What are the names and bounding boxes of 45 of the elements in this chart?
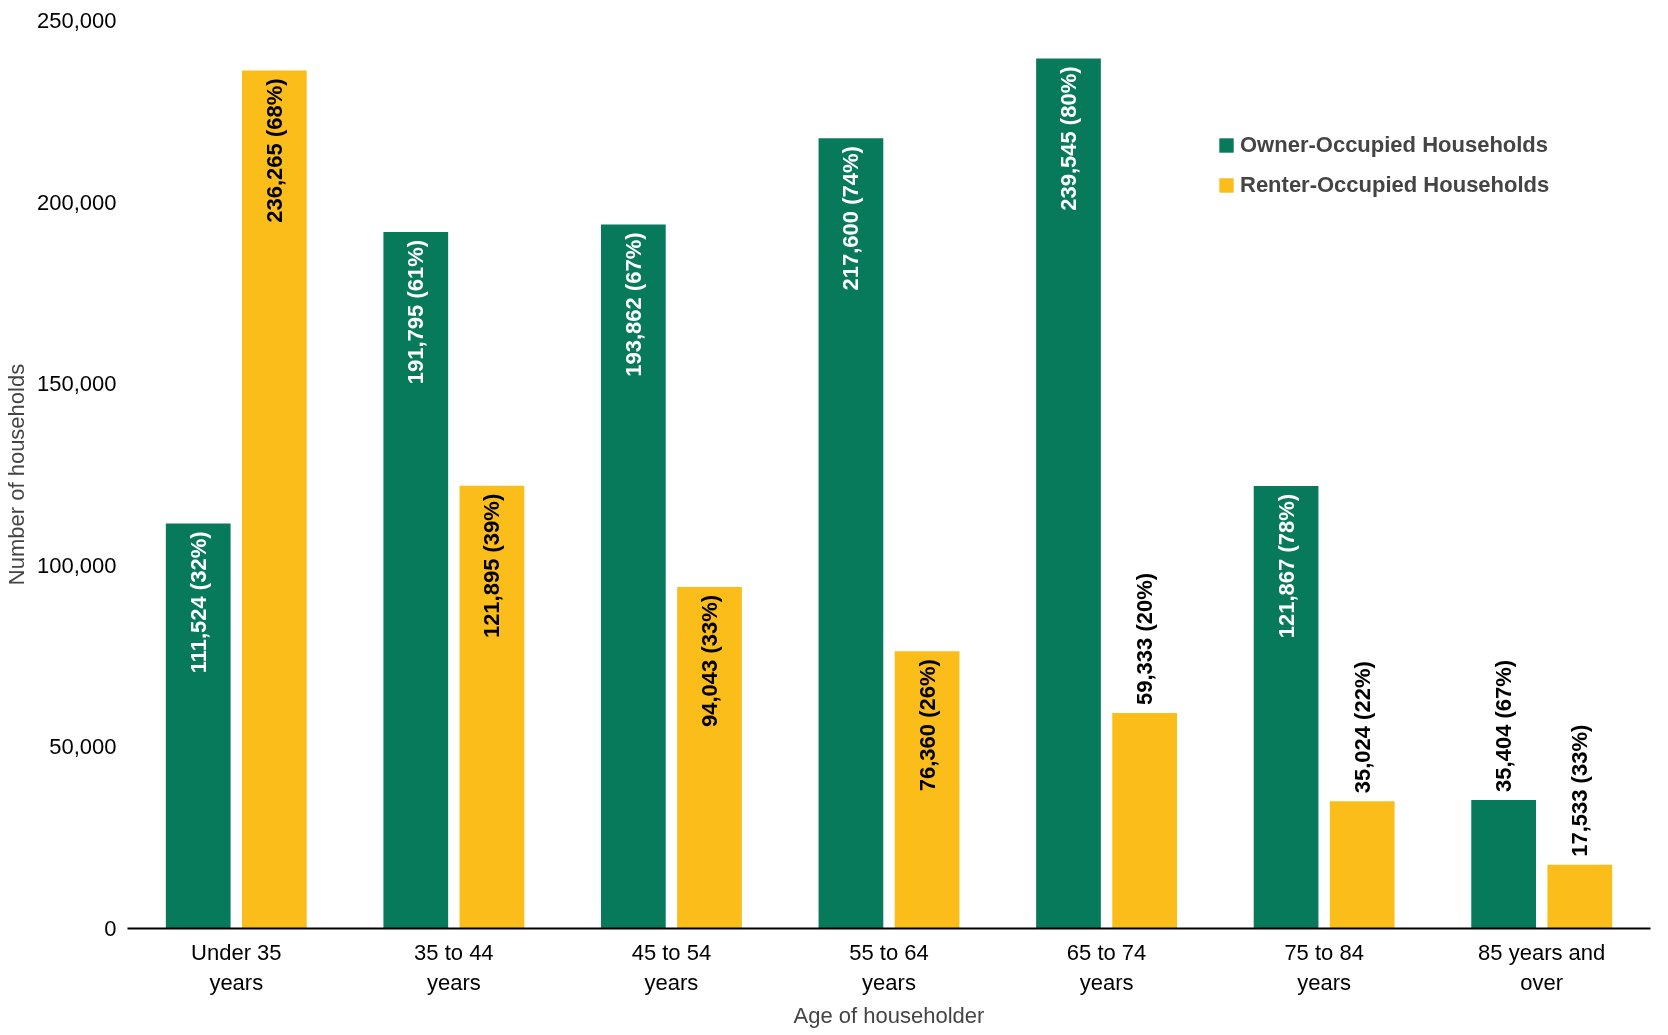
bar (242, 70, 307, 929)
bar (677, 586, 742, 929)
data-label: 94,043 (33%) (697, 594, 722, 728)
bar (165, 523, 231, 929)
x-tick-label: 55 to 64 years (849, 939, 929, 995)
x-tick-label: 35 to 44 years (414, 939, 494, 995)
x-tick-label: 85 years and over (1478, 939, 1606, 995)
y-tick-label: 200,000 (36, 189, 117, 215)
bar (818, 138, 884, 929)
data-label: 121,895 (39%) (479, 493, 505, 639)
y-tick-label: 0 (104, 916, 117, 941)
legend-label: Renter-Occupied Households (1240, 172, 1550, 198)
bar (1036, 58, 1101, 929)
data-label: 239,545 (80%) (1056, 66, 1081, 211)
bar (1329, 801, 1395, 929)
data-label: 193,862 (67%) (620, 232, 646, 377)
y-tick-label: 50,000 (49, 734, 117, 760)
bar (459, 485, 525, 929)
data-label: 35,024 (22%) (1349, 661, 1375, 794)
y-tick-label: 150,000 (36, 371, 117, 397)
x-tick-label: Under 35 years (191, 939, 282, 995)
data-label: 111,524 (32%) (185, 531, 211, 674)
y-axis-title: Number of households (3, 363, 29, 586)
bar (383, 231, 449, 929)
y-tick-label: 250,000 (36, 8, 117, 33)
bar (1112, 713, 1178, 929)
bar (894, 651, 960, 929)
y-tick-label: 100,000 (36, 552, 117, 578)
x-tick-label: 75 to 84 years (1284, 939, 1364, 995)
bar (600, 224, 666, 929)
x-tick-label: 65 to 74 years (1066, 939, 1147, 995)
data-label: 217,600 (74%) (838, 146, 864, 291)
data-label: 121,867 (78%) (1273, 493, 1299, 639)
data-label: 76,360 (26%) (914, 659, 940, 792)
data-label: 59,333 (20%) (1132, 572, 1158, 705)
x-tick-label: 45 to 54 years (631, 939, 712, 995)
legend-label: Owner-Occupied Households (1240, 132, 1549, 158)
x-axis-title: Age of householder (793, 1002, 985, 1028)
bar (1471, 799, 1536, 929)
bar (1253, 485, 1319, 929)
data-label: 191,795 (61%) (403, 239, 429, 385)
data-label: 236,265 (68%) (261, 78, 287, 223)
data-label: 35,404 (67%) (1491, 659, 1517, 792)
bar (1547, 864, 1613, 929)
data-label: 17,533 (33%) (1567, 724, 1593, 857)
